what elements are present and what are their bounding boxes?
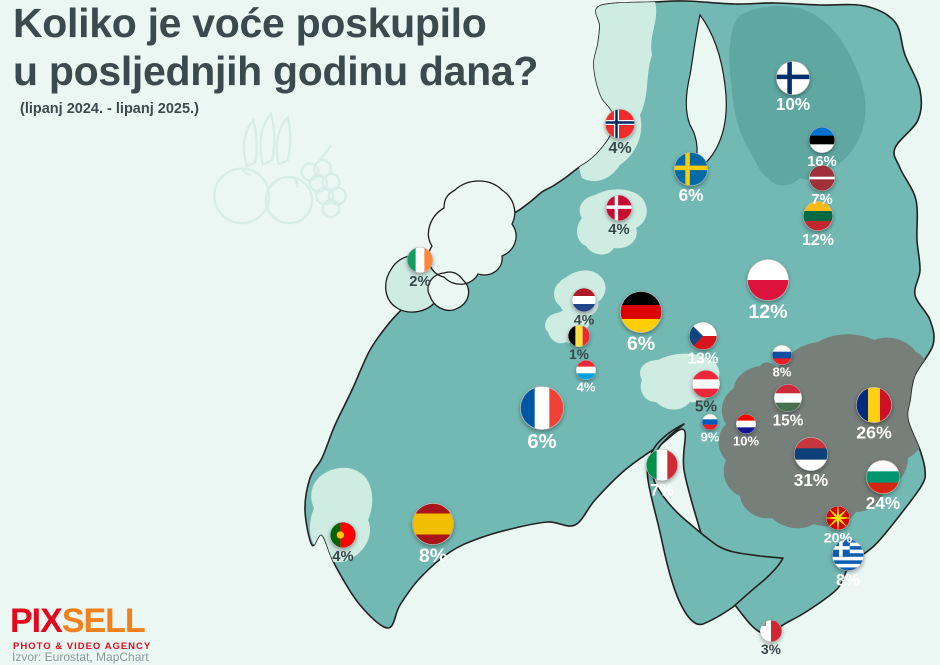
svg-text:24%: 24% bbox=[866, 493, 900, 513]
svg-text:8%: 8% bbox=[419, 545, 447, 567]
svg-text:20%: 20% bbox=[824, 531, 853, 547]
svg-text:9%: 9% bbox=[701, 429, 720, 444]
svg-text:7%: 7% bbox=[811, 192, 832, 208]
svg-text:4%: 4% bbox=[332, 549, 353, 565]
svg-text:8%: 8% bbox=[836, 571, 860, 590]
svg-text:31%: 31% bbox=[794, 470, 828, 490]
svg-text:15%: 15% bbox=[773, 413, 804, 430]
svg-text:7%: 7% bbox=[650, 481, 674, 500]
svg-text:8%: 8% bbox=[773, 364, 792, 379]
svg-text:6%: 6% bbox=[679, 185, 704, 205]
svg-text:4%: 4% bbox=[577, 379, 596, 394]
svg-text:16%: 16% bbox=[807, 154, 837, 170]
svg-text:6%: 6% bbox=[527, 431, 556, 453]
svg-text:10%: 10% bbox=[733, 433, 759, 448]
svg-text:12%: 12% bbox=[748, 301, 787, 323]
svg-text:26%: 26% bbox=[856, 423, 892, 443]
svg-text:2%: 2% bbox=[409, 274, 430, 290]
svg-text:4%: 4% bbox=[608, 140, 631, 157]
svg-text:12%: 12% bbox=[802, 232, 834, 249]
svg-text:10%: 10% bbox=[776, 94, 810, 114]
svg-text:1%: 1% bbox=[569, 347, 589, 362]
svg-text:4%: 4% bbox=[608, 222, 629, 238]
svg-text:3%: 3% bbox=[761, 642, 781, 657]
svg-text:5%: 5% bbox=[695, 399, 718, 416]
svg-text:13%: 13% bbox=[688, 351, 719, 368]
svg-text:6%: 6% bbox=[627, 333, 655, 355]
svg-text:4%: 4% bbox=[574, 313, 595, 329]
